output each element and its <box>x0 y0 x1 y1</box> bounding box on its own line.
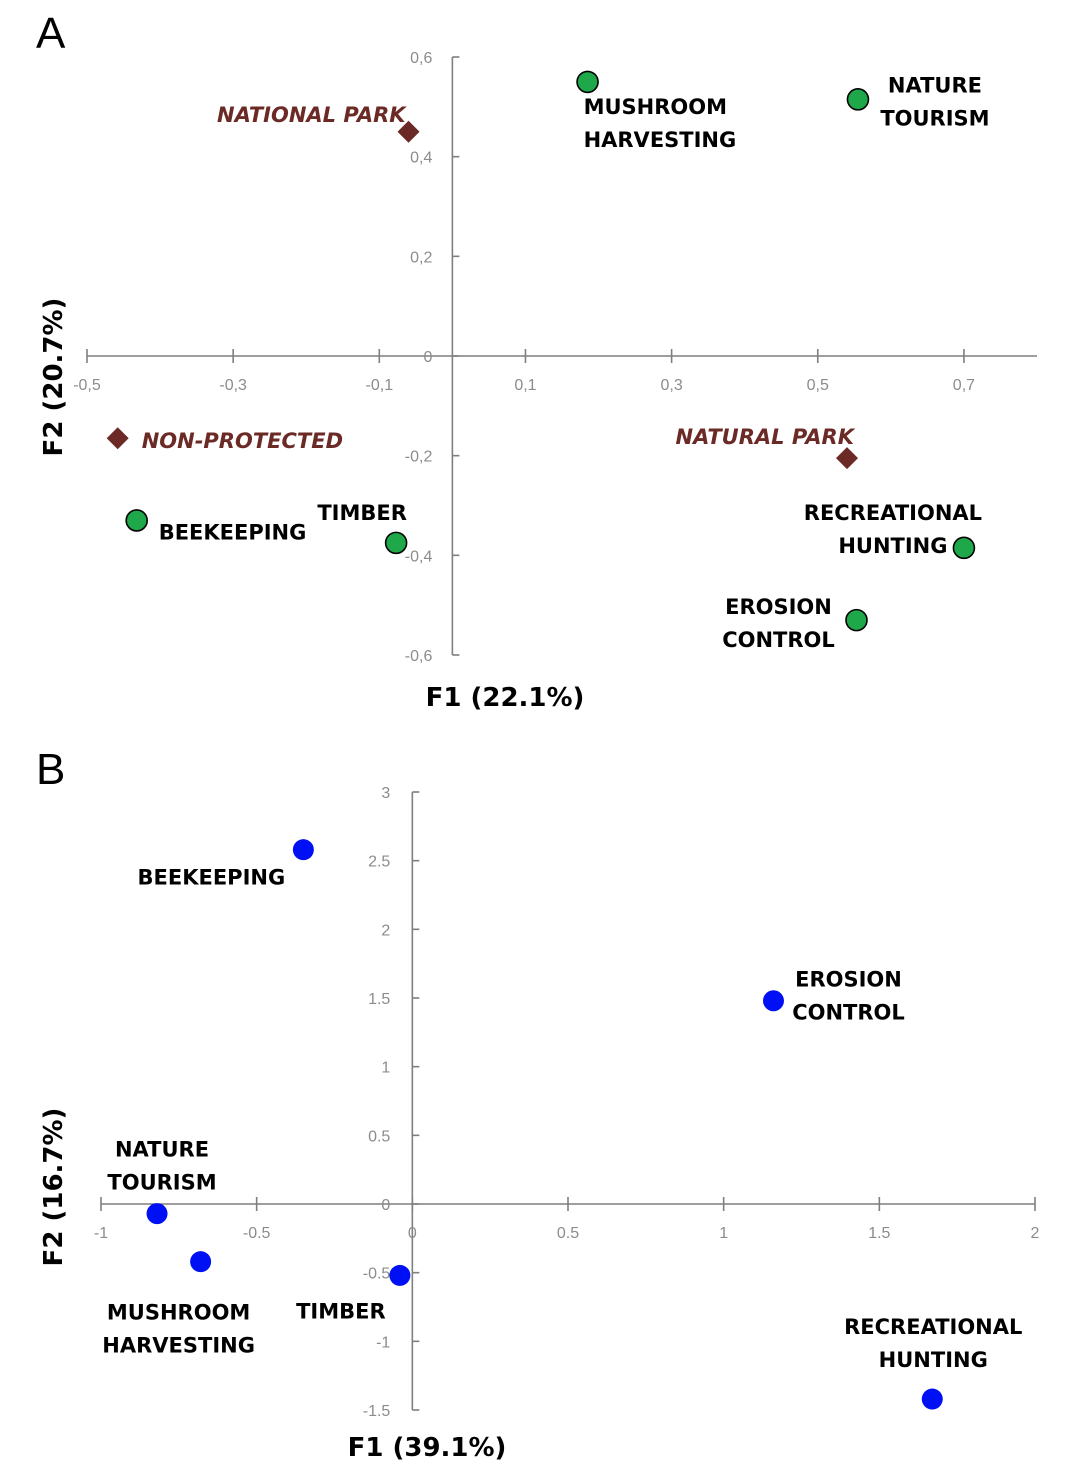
point-label-line: MUSHROOM <box>584 95 727 119</box>
point-label-line: TOURISM <box>880 106 989 130</box>
point-label: BEEKEEPING <box>138 866 286 890</box>
point-label: TIMBER <box>296 1299 386 1323</box>
y-tick-label: 0,2 <box>410 249 432 266</box>
point-label-line: TIMBER <box>317 501 407 525</box>
y-tick-label: 0,6 <box>410 50 432 67</box>
point-label-line: EROSION <box>795 968 902 992</box>
x-tick-label: -0,5 <box>73 377 101 394</box>
panel-b-letter: B <box>36 745 65 794</box>
point-label: RECREATIONAL HUNTING <box>804 501 982 558</box>
panel-a-letter: A <box>36 9 66 58</box>
data-point <box>762 990 784 1012</box>
supplementary-label: NON-PROTECTED <box>142 429 343 453</box>
x-tick-label: 0,3 <box>660 377 682 394</box>
y-tick-label: 2.5 <box>368 854 390 871</box>
y-tick-label: -0.5 <box>363 1266 391 1283</box>
data-point <box>384 531 408 555</box>
x-tick-label: 0,7 <box>953 377 975 394</box>
supplementary-label: NATIONAL PARK <box>217 103 407 127</box>
y-tick-label: 0 <box>381 1197 390 1214</box>
x-tick-label: 2 <box>1031 1225 1040 1242</box>
y-tick-label: -1 <box>376 1334 390 1351</box>
point-label: EROSION CONTROL <box>792 968 905 1025</box>
point-label-line: HARVESTING <box>584 128 737 152</box>
y-axis-title: F2 (20.7%) <box>39 298 69 457</box>
point-label-line: MUSHROOM <box>107 1301 250 1325</box>
point-label: BEEKEEPING <box>159 520 307 544</box>
y-tick-label: -0,2 <box>405 449 433 466</box>
point-label: RECREATIONAL HUNTING <box>844 1315 1022 1372</box>
y-tick-label: 0,4 <box>410 150 432 167</box>
data-point <box>190 1251 212 1273</box>
point-label-line: NATURE <box>115 1138 209 1162</box>
point-label-line: HUNTING <box>879 1348 988 1372</box>
y-tick-label: -0,4 <box>405 548 433 565</box>
point-label: TIMBER <box>317 501 407 525</box>
x-tick-label: -0,3 <box>219 377 247 394</box>
data-point <box>292 839 314 861</box>
point-label-line: CONTROL <box>792 1001 905 1025</box>
panel-a-chart: -0,5 -0,3 -0,1 0,1 0,3 0,5 0,7 0,6 0,4 0,2 0 -0,2 -0… <box>39 50 1037 713</box>
data-point <box>921 1388 943 1410</box>
point-label-line: CONTROL <box>722 628 835 652</box>
supplementary-diamond-point <box>397 120 420 143</box>
point-label: MUSHROOM HARVESTING <box>102 1301 255 1358</box>
x-tick-label: 0,1 <box>514 377 536 394</box>
data-point <box>952 536 976 560</box>
x-tick-label: -0,1 <box>366 377 394 394</box>
supplementary-label-line: NATURAL PARK <box>676 425 856 449</box>
x-tick-label: -0.5 <box>243 1225 271 1242</box>
y-tick-label: 3 <box>381 785 390 802</box>
y-tick-label: 0 <box>423 349 432 366</box>
x-tick-label: 1.5 <box>868 1225 890 1242</box>
point-label-line: TOURISM <box>107 1171 216 1195</box>
y-tick-label: 0.5 <box>368 1128 390 1145</box>
point-label: NATURE TOURISM <box>880 73 989 130</box>
point-label-line: HARVESTING <box>102 1334 255 1358</box>
point-label: EROSION CONTROL <box>722 595 835 652</box>
supplementary-diamond-point <box>106 427 129 450</box>
x-tick-label: 0.5 <box>557 1225 579 1242</box>
y-axis-title: F2 (16.7%) <box>39 1108 69 1267</box>
y-tick-label: 1.5 <box>368 991 390 1008</box>
data-point <box>576 70 599 94</box>
y-tick-label: -0,6 <box>405 648 433 665</box>
point-label-line: RECREATIONAL <box>804 501 982 525</box>
point-label-line: TIMBER <box>296 1299 386 1323</box>
x-tick-label: -1 <box>94 1225 108 1242</box>
x-tick-label: 0 <box>408 1225 417 1242</box>
point-label-line: RECREATIONAL <box>844 1315 1022 1339</box>
x-axis-title: F1 (39.1%) <box>348 1433 507 1463</box>
point-label-line: HUNTING <box>838 534 947 558</box>
point-label: MUSHROOM HARVESTING <box>584 95 737 152</box>
data-point <box>146 1203 168 1225</box>
supplementary-label: NATURAL PARK <box>676 425 856 449</box>
x-tick-label: 0,5 <box>807 377 829 394</box>
x-tick-label: 1 <box>719 1225 728 1242</box>
supplementary-diamond-point <box>836 447 858 470</box>
point-label-line: BEEKEEPING <box>138 866 286 890</box>
y-tick-label: -1.5 <box>363 1403 391 1420</box>
point-label-line: EROSION <box>725 595 832 619</box>
point-label-line: NATURE <box>888 73 982 97</box>
point-label-line: BEEKEEPING <box>159 520 307 544</box>
point-label: NATURE TOURISM <box>107 1138 216 1195</box>
data-point <box>125 509 148 532</box>
panel-b-chart: -1 -0.5 0 0.5 1 1.5 2 3 2.5 2 1.5 1 0.5 0 -0.5 -1 -1.5 F1… <box>39 785 1040 1463</box>
data-point <box>845 608 868 632</box>
y-tick-label: 2 <box>381 922 390 939</box>
data-point <box>846 88 870 111</box>
y-tick-label: 1 <box>381 1060 390 1077</box>
x-axis-title: F1 (22.1%) <box>426 683 585 713</box>
supplementary-label-line: NON-PROTECTED <box>142 429 343 453</box>
supplementary-label-line: NATIONAL PARK <box>217 103 407 127</box>
data-point <box>389 1264 411 1286</box>
